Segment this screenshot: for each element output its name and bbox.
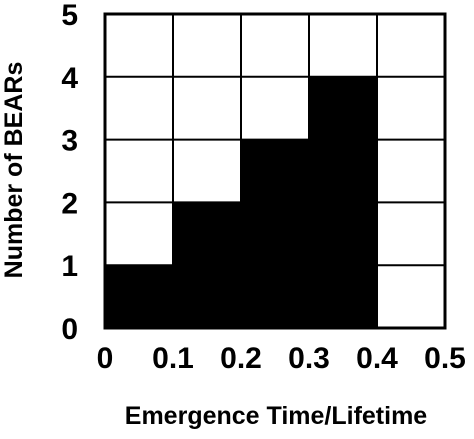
y-tick-label-3: 3: [61, 125, 78, 158]
bar-2: [241, 139, 309, 328]
x-tick-label-3: 0.3: [288, 342, 330, 375]
x-axis-label: Emergence Time/Lifetime: [125, 402, 428, 430]
y-tick-label-5: 5: [61, 0, 78, 32]
x-tick-label-2: 0.2: [220, 342, 262, 375]
y-tick-label-1: 1: [61, 250, 78, 283]
y-tick-label-0: 0: [61, 313, 78, 346]
plot-frame: [103, 12, 447, 330]
x-tick-label-1: 0.1: [152, 342, 194, 375]
x-tick-label-4: 0.4: [356, 342, 398, 375]
y-tick-label-4: 4: [61, 62, 78, 95]
x-tick-label-0: 0: [97, 342, 114, 375]
y-axis-label: Number of BEARs: [0, 62, 28, 279]
x-tick-label-5: 0.5: [424, 342, 466, 375]
x-tick-labels: 0 0.1 0.2 0.3 0.4 0.5: [97, 342, 466, 375]
grid-group: [103, 12, 447, 330]
y-tick-label-2: 2: [61, 187, 78, 220]
y-tick-labels: 0 1 2 3 4 5: [61, 0, 78, 346]
bar-0: [105, 265, 173, 328]
